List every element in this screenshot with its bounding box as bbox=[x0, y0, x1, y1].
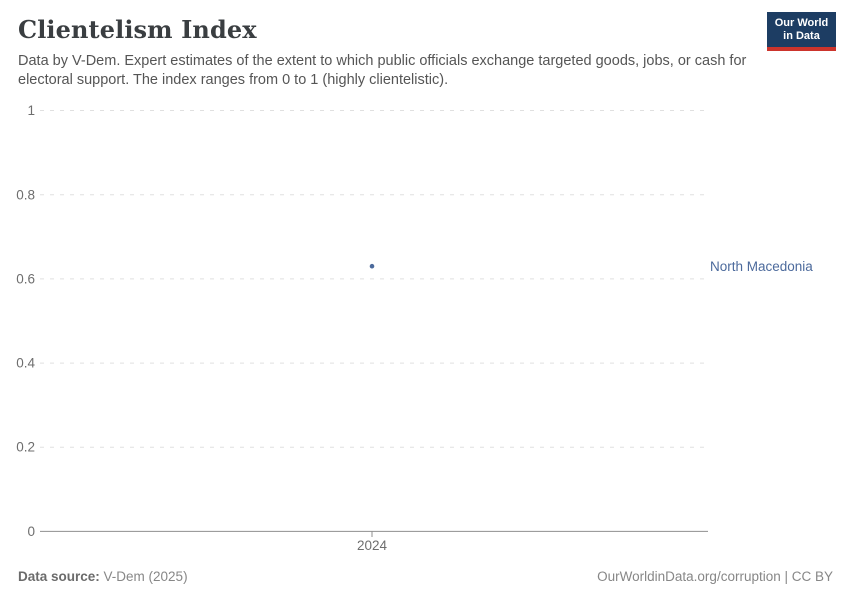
y-axis-tick-labels: 1 0.8 0.6 0.4 0.2 0 bbox=[16, 103, 35, 539]
credit-link[interactable]: OurWorldinData.org/corruption | CC BY bbox=[597, 569, 833, 584]
data-point bbox=[369, 263, 375, 269]
gridlines bbox=[40, 110, 710, 448]
owid-logo-line1: Our World bbox=[774, 17, 829, 29]
data-source-value: V-Dem (2025) bbox=[99, 569, 188, 584]
owid-logo[interactable]: Our World in Data bbox=[767, 12, 836, 51]
owid-logo-line2: in Data bbox=[783, 30, 820, 42]
y-tick-label: 0.4 bbox=[16, 356, 35, 371]
y-tick-label: 1 bbox=[27, 103, 35, 118]
chart-footer: Data source: V-Dem (2025) OurWorldinData… bbox=[18, 569, 833, 584]
entity-label: North Macedonia bbox=[710, 259, 813, 274]
y-tick-label: 0.6 bbox=[16, 271, 35, 286]
y-tick-label: 0 bbox=[27, 524, 35, 539]
page-title: Clientelism Index bbox=[18, 15, 257, 44]
chart-subtitle: Data by V-Dem. Expert estimates of the e… bbox=[18, 53, 747, 88]
data-source-label: Data source: bbox=[18, 569, 100, 584]
y-tick-label: 0.8 bbox=[16, 187, 35, 202]
x-tick-label: 2024 bbox=[357, 538, 388, 553]
y-tick-label: 0.2 bbox=[16, 440, 35, 455]
data-source: Data source: V-Dem (2025) bbox=[18, 569, 188, 584]
